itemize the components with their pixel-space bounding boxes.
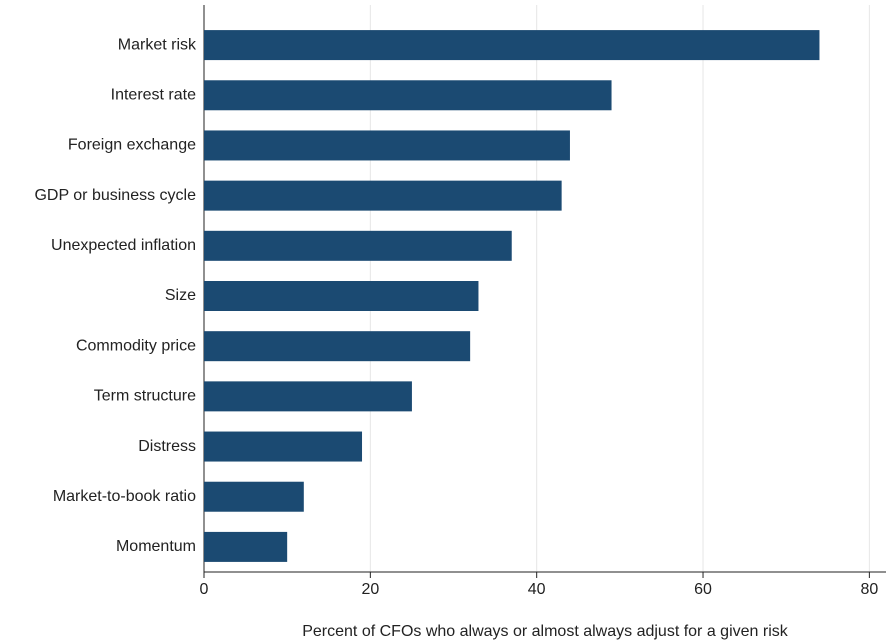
bar [204,381,412,412]
y-tick-label: Market-to-book ratio [53,488,196,505]
x-axis-label: Percent of CFOs who always or almost alw… [302,623,789,640]
bar [204,230,512,261]
y-tick-label: Interest rate [111,86,196,103]
y-tick-label: Distress [138,438,196,455]
x-tick-label: 40 [528,581,546,598]
bar [204,531,288,562]
x-tick-label: 60 [694,581,712,598]
y-tick-label: Commodity price [76,337,196,354]
x-tick-label: 0 [200,581,209,598]
y-tick-label: Term structure [94,388,196,405]
x-tick-label: 80 [860,581,878,598]
bar [204,331,471,362]
y-tick-label: Market risk [118,36,197,53]
bar [204,431,363,462]
y-tick-label: Foreign exchange [68,137,196,154]
bar [204,180,562,211]
y-tick-label: Unexpected inflation [51,237,196,254]
y-tick-label: Size [165,287,196,304]
bar [204,281,479,311]
bar [204,80,612,111]
bar [204,481,304,512]
y-tick-label: Momentum [116,538,196,555]
y-tick-label: GDP or business cycle [34,187,196,204]
bar [204,130,570,161]
x-tick-label: 20 [361,581,379,598]
bar [204,30,820,61]
